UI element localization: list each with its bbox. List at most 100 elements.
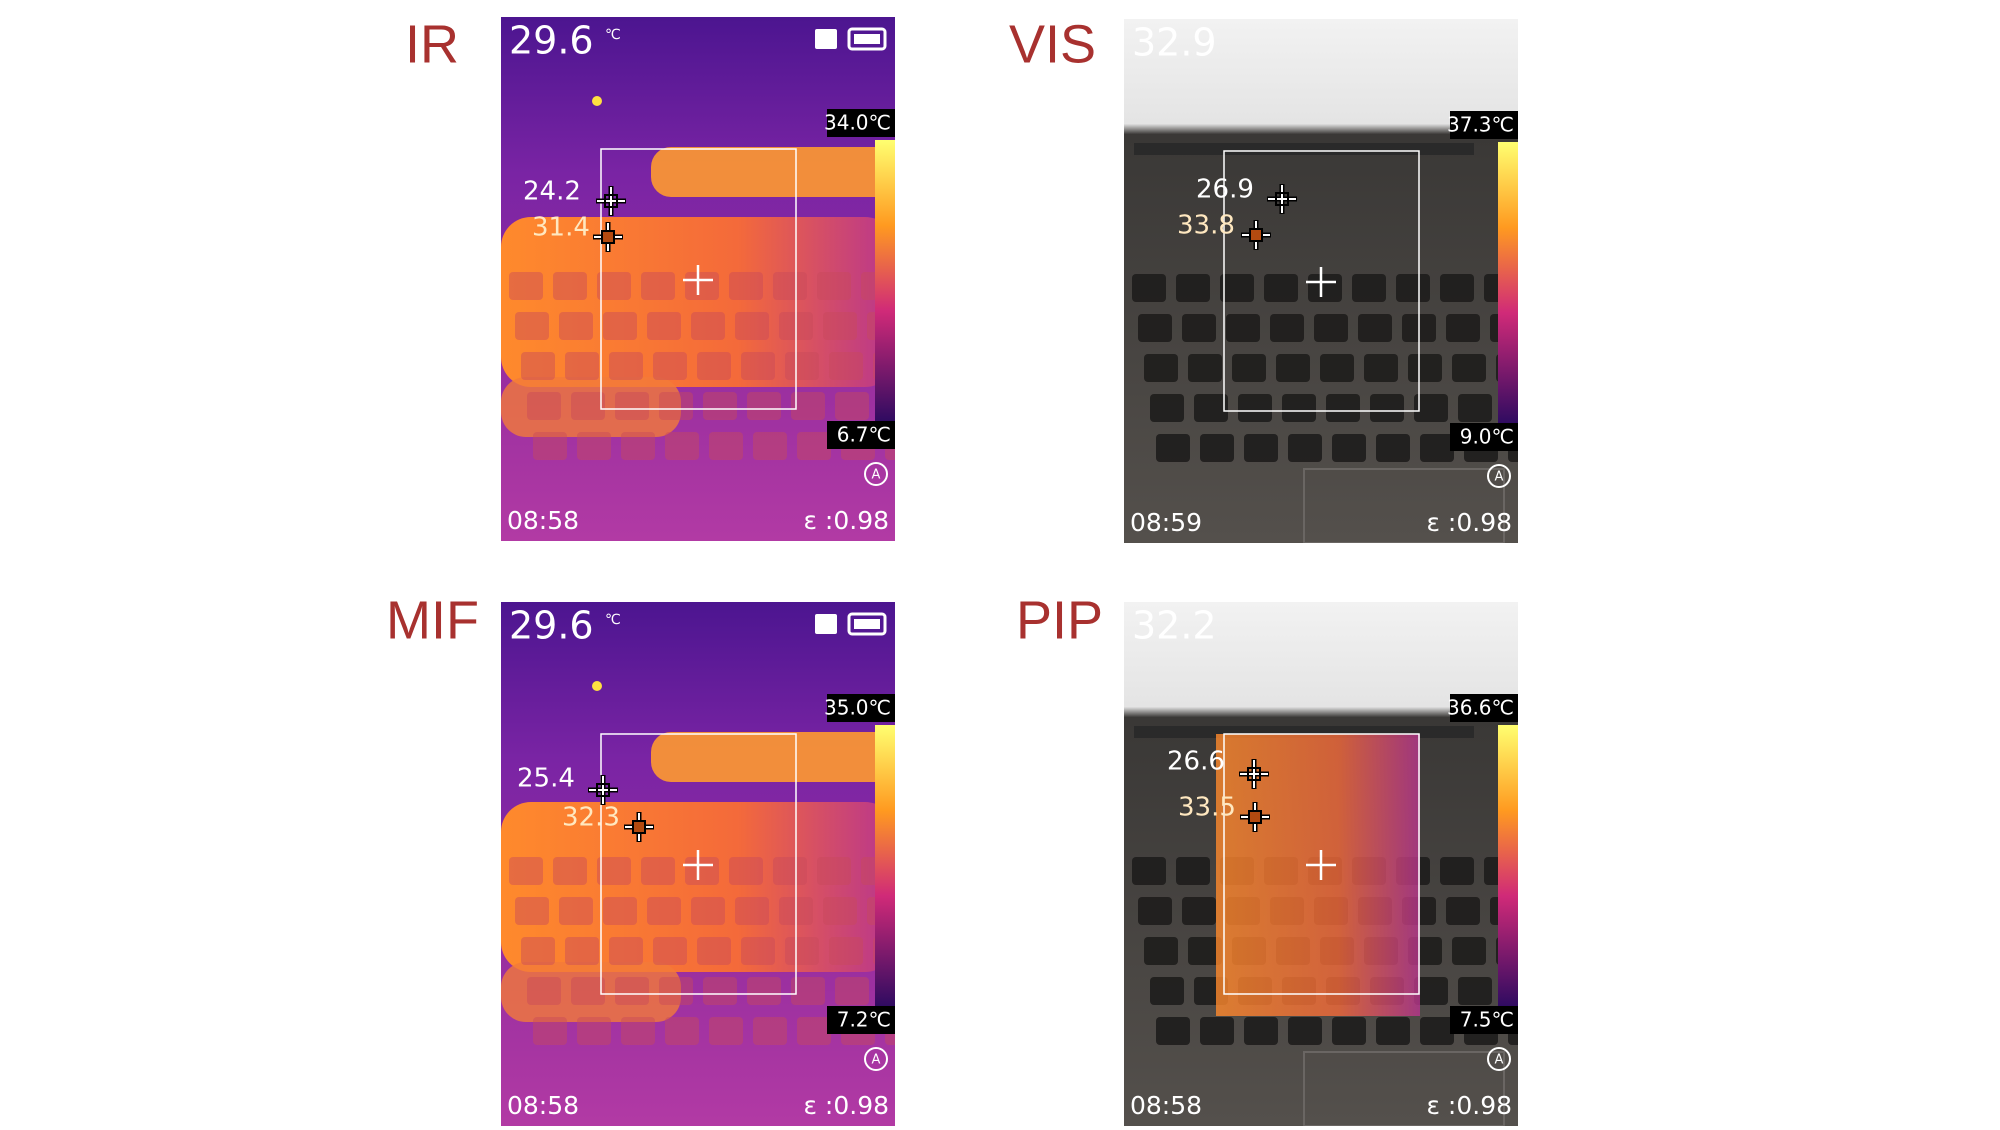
key bbox=[697, 352, 731, 380]
key bbox=[1176, 274, 1210, 302]
scale-min-bg bbox=[827, 1006, 895, 1034]
scale-max: 37.3℃ bbox=[1447, 113, 1514, 137]
measure-box bbox=[600, 148, 797, 410]
key bbox=[1232, 354, 1266, 382]
key bbox=[621, 432, 655, 460]
key bbox=[785, 352, 819, 380]
key bbox=[553, 272, 587, 300]
key bbox=[641, 857, 675, 885]
key bbox=[729, 857, 763, 885]
time: 08:58 bbox=[1130, 1091, 1202, 1120]
key bbox=[647, 312, 681, 340]
key bbox=[1244, 1017, 1278, 1045]
spot-temperature: 24.2 bbox=[523, 177, 581, 207]
screen-bar bbox=[1134, 143, 1474, 155]
key bbox=[1288, 434, 1322, 462]
key bbox=[1238, 394, 1272, 422]
mode-label: IR bbox=[405, 14, 459, 74]
center-cross bbox=[683, 265, 713, 295]
emissivity: ɛ :0.98 bbox=[803, 1091, 889, 1120]
key bbox=[1440, 857, 1474, 885]
key bbox=[1156, 434, 1190, 462]
spot-box bbox=[601, 230, 615, 244]
key bbox=[647, 897, 681, 925]
key bbox=[603, 312, 637, 340]
key bbox=[1156, 1017, 1190, 1045]
scale-min: 9.0℃ bbox=[1460, 425, 1514, 449]
key bbox=[659, 392, 693, 420]
key bbox=[1282, 394, 1316, 422]
key bbox=[797, 1017, 831, 1045]
key bbox=[577, 1017, 611, 1045]
spot-temperature: 26.9 bbox=[1196, 175, 1254, 205]
key bbox=[1150, 977, 1184, 1005]
scale-max-bg bbox=[827, 109, 895, 137]
temperature-unit: ℃ bbox=[605, 612, 621, 628]
camera-view: 32.2 36.6℃ 7.5℃ A 26.6 33.5 08:58 ɛ :0.98 bbox=[1124, 602, 1518, 1126]
key bbox=[829, 352, 863, 380]
auto-letter: A bbox=[1495, 1053, 1504, 1068]
key bbox=[1270, 314, 1304, 342]
camera-view: 32.9 37.3℃ 9.0℃ A 26.9 33.8 08:59 ɛ :0.98 bbox=[1124, 19, 1518, 543]
key bbox=[559, 897, 593, 925]
key bbox=[1452, 937, 1486, 965]
key bbox=[1244, 434, 1278, 462]
key bbox=[615, 392, 649, 420]
key bbox=[691, 312, 725, 340]
battery-fill bbox=[854, 34, 880, 44]
spot-box bbox=[596, 783, 610, 797]
key bbox=[1138, 314, 1172, 342]
key bbox=[665, 1017, 699, 1045]
key bbox=[1408, 354, 1442, 382]
key bbox=[1352, 274, 1386, 302]
emissivity: ɛ :0.98 bbox=[1426, 1091, 1512, 1120]
key bbox=[1200, 434, 1234, 462]
key bbox=[527, 977, 561, 1005]
scale-max-bg bbox=[1450, 694, 1518, 722]
key bbox=[823, 897, 857, 925]
color-bar bbox=[1498, 725, 1518, 1010]
scale-min: 7.5℃ bbox=[1460, 1008, 1514, 1032]
auto-letter: A bbox=[872, 1053, 881, 1068]
key bbox=[1458, 977, 1492, 1005]
top-temperature: 29.6 bbox=[509, 604, 594, 648]
key bbox=[1188, 937, 1222, 965]
key bbox=[1458, 394, 1492, 422]
key bbox=[565, 937, 599, 965]
scale-max: 34.0℃ bbox=[824, 111, 891, 135]
auto-letter: A bbox=[1495, 470, 1504, 485]
time: 08:59 bbox=[1130, 508, 1202, 537]
scale-max-bg bbox=[1450, 111, 1518, 139]
key bbox=[1220, 274, 1254, 302]
key bbox=[603, 897, 637, 925]
key bbox=[653, 937, 687, 965]
spot-marker-inner bbox=[589, 776, 617, 804]
key bbox=[1420, 434, 1454, 462]
spot-box bbox=[1248, 810, 1262, 824]
key bbox=[515, 897, 549, 925]
camera-view: 29.6 ℃ 34.0℃ 6.7℃ A 24.2 31.4 08:58 ɛ :0.98 bbox=[501, 17, 895, 541]
image bbox=[1124, 19, 1518, 543]
key bbox=[1326, 394, 1360, 422]
temperature-unit: ℃ bbox=[605, 27, 621, 43]
key bbox=[1370, 394, 1404, 422]
time: 08:58 bbox=[507, 1091, 579, 1120]
key bbox=[1414, 977, 1448, 1005]
key bbox=[559, 312, 593, 340]
key bbox=[817, 272, 851, 300]
key bbox=[533, 1017, 567, 1045]
key bbox=[521, 937, 555, 965]
key bbox=[1144, 937, 1178, 965]
key bbox=[1446, 314, 1480, 342]
key bbox=[1332, 1017, 1366, 1045]
key bbox=[565, 352, 599, 380]
emissivity: ɛ :0.98 bbox=[1426, 508, 1512, 537]
key bbox=[709, 1017, 743, 1045]
spot-temperature: 32.3 bbox=[562, 803, 620, 833]
spot-box bbox=[604, 194, 618, 208]
scale-max: 35.0℃ bbox=[824, 696, 891, 720]
key bbox=[509, 857, 543, 885]
mode-label: VIS bbox=[1009, 14, 1096, 74]
key bbox=[817, 857, 851, 885]
key bbox=[615, 977, 649, 1005]
